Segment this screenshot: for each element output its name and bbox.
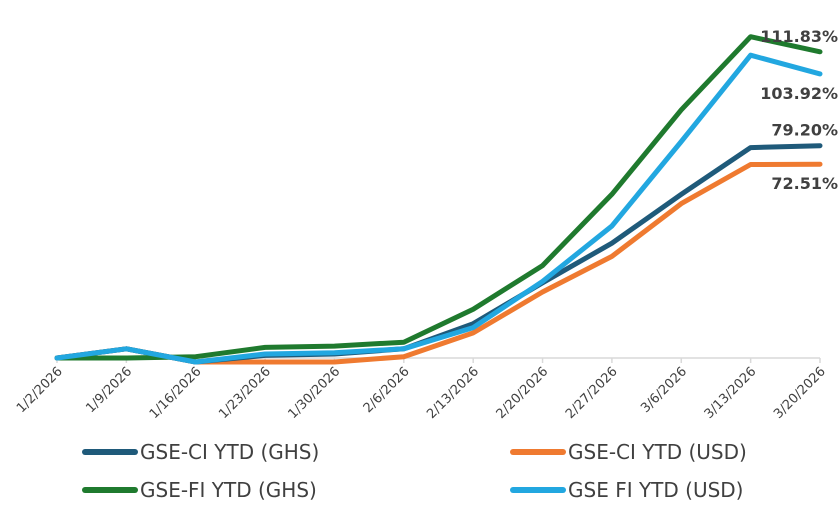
x-tick-label: 2/20/2026 (494, 364, 552, 422)
legend-swatch-gse-fi-usd (510, 487, 566, 493)
legend: GSE-CI YTD (GHS) GSE-CI YTD (USD) GSE-FI… (0, 430, 838, 503)
legend-label-gse-ci-usd: GSE-CI YTD (USD) (568, 440, 747, 464)
series-line-1 (54, 161, 823, 365)
data-label: 103.92% (760, 84, 838, 103)
data-label: 72.51% (771, 174, 838, 193)
x-tick-label: 3/13/2026 (702, 364, 760, 422)
x-tick-label: 1/23/2026 (216, 364, 274, 422)
legend-swatch-gse-ci-usd (510, 449, 566, 455)
x-tick-label: 1/9/2026 (83, 364, 135, 416)
x-tick-label: 3/6/2026 (638, 364, 690, 416)
legend-item-gse-fi-usd: GSE FI YTD (USD) (510, 475, 743, 505)
x-axis: 1/2/2026 1/9/2026 1/16/2026 1/23/2026 1/30/2… (14, 357, 829, 422)
legend-item-gse-ci-ghs: GSE-CI YTD (GHS) (82, 437, 319, 467)
series-line-3 (54, 52, 823, 365)
ytd-line-chart: 1/2/2026 1/9/2026 1/16/2026 1/23/2026 1/30/2… (14, 27, 838, 422)
x-tick-label: 1/2/2026 (14, 364, 66, 416)
x-tick-label: 2/6/2026 (361, 364, 413, 416)
legend-item-gse-ci-usd: GSE-CI YTD (USD) (510, 437, 747, 467)
data-label: 79.20% (771, 121, 838, 140)
legend-item-gse-fi-ghs: GSE-FI YTD (GHS) (82, 475, 317, 505)
legend-label-gse-fi-ghs: GSE-FI YTD (GHS) (140, 478, 317, 502)
x-tick-label: 3/20/2026 (771, 364, 829, 422)
legend-label-gse-fi-usd: GSE FI YTD (USD) (568, 478, 744, 502)
series-lines (54, 34, 823, 365)
x-tick-label: 1/30/2026 (286, 364, 344, 422)
x-tick-label: 2/13/2026 (424, 364, 482, 422)
legend-label-gse-ci-ghs: GSE-CI YTD (GHS) (140, 440, 320, 464)
x-tick-label: 2/27/2026 (563, 364, 621, 422)
data-label: 111.83% (760, 27, 838, 46)
series-line-2 (54, 34, 823, 361)
legend-swatch-gse-fi-ghs (82, 487, 138, 493)
x-tick-label: 1/16/2026 (147, 364, 205, 422)
data-labels: 111.83% 103.92% 79.20% 72.51% (760, 27, 838, 193)
legend-swatch-gse-ci-ghs (82, 449, 138, 455)
series-line-0 (54, 143, 823, 365)
